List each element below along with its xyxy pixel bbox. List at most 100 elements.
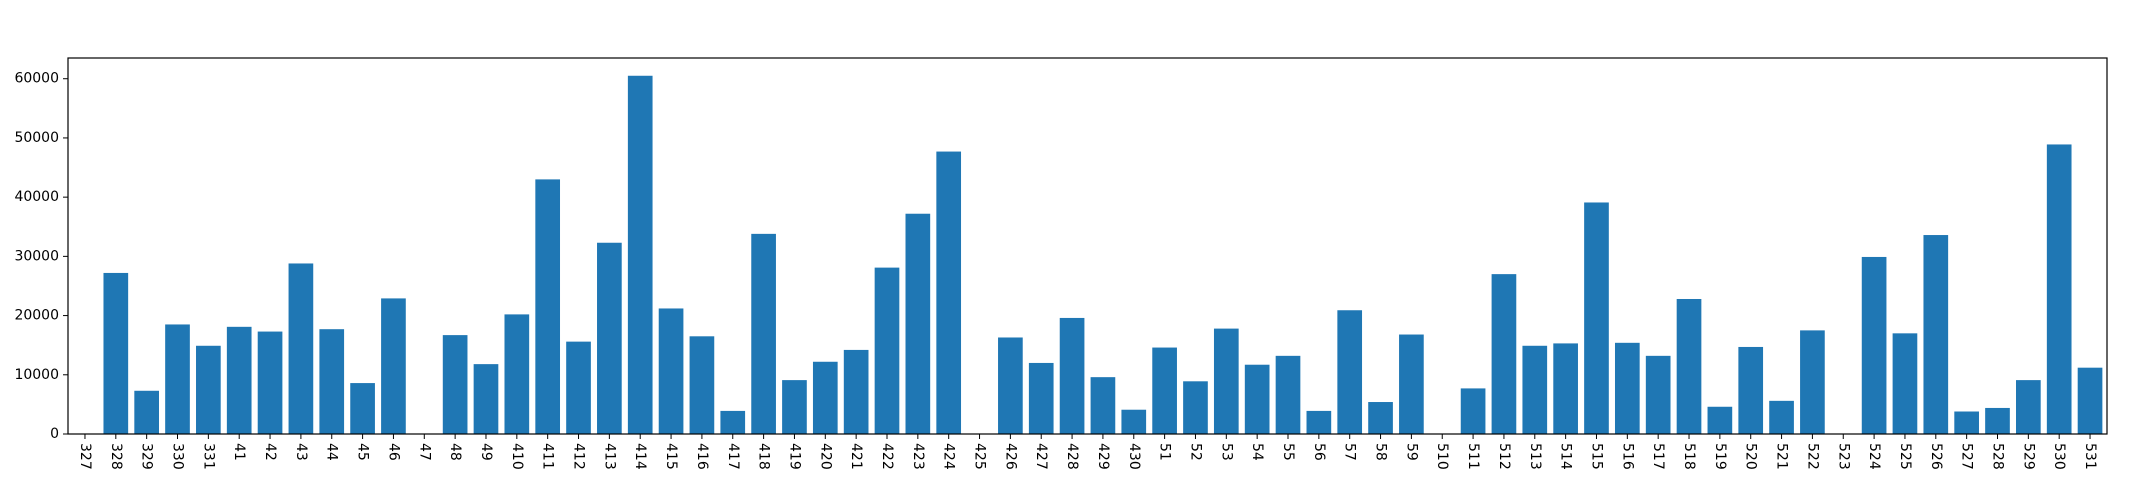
bar-56 bbox=[1306, 410, 1332, 434]
bar-410 bbox=[504, 314, 530, 434]
x-tick-label: 51 bbox=[1157, 443, 1173, 461]
bar-43 bbox=[288, 263, 314, 434]
bar-428 bbox=[1059, 317, 1085, 434]
x-tick-label: 512 bbox=[1496, 443, 1512, 470]
x-tick-label: 49 bbox=[478, 443, 494, 461]
bar-526 bbox=[1923, 235, 1949, 434]
x-tick-label: 53 bbox=[1218, 443, 1234, 461]
x-tick-label: 47 bbox=[416, 443, 432, 461]
x-tick-label: 531 bbox=[2082, 443, 2098, 470]
bar-331 bbox=[196, 345, 221, 434]
bar-44 bbox=[319, 329, 345, 434]
bar-421 bbox=[843, 349, 869, 434]
bar-427 bbox=[1028, 362, 1054, 434]
x-tick-label: 55 bbox=[1280, 443, 1296, 461]
x-tick-label: 510 bbox=[1434, 443, 1450, 470]
x-tick-label: 58 bbox=[1373, 443, 1389, 461]
bar-418 bbox=[751, 233, 776, 434]
x-tick-label: 410 bbox=[509, 443, 525, 470]
x-tick-label: 415 bbox=[663, 443, 679, 470]
x-tick-label: 517 bbox=[1650, 443, 1666, 470]
x-tick-label: 421 bbox=[848, 443, 864, 470]
x-tick-label: 48 bbox=[447, 443, 463, 461]
y-axis: 0 10000 20000 30000 40000 50000 60000 bbox=[14, 71, 68, 442]
x-tick-label: 45 bbox=[355, 443, 371, 461]
x-tick-label: 57 bbox=[1342, 443, 1358, 461]
bar-524 bbox=[1861, 256, 1887, 434]
x-tick-label: 42 bbox=[262, 443, 278, 461]
bar-411 bbox=[535, 179, 561, 434]
bar-415 bbox=[658, 308, 684, 434]
y-tick-label: 30000 bbox=[14, 248, 59, 264]
bar-519 bbox=[1707, 406, 1733, 434]
bar-46 bbox=[381, 298, 406, 434]
x-tick-label: 412 bbox=[571, 443, 587, 470]
x-tick-label: 419 bbox=[786, 443, 802, 470]
plot-frame bbox=[67, 57, 2108, 435]
x-tick-label: 46 bbox=[385, 443, 401, 461]
x-tick-label: 530 bbox=[2051, 443, 2067, 470]
bar-329 bbox=[134, 390, 159, 434]
bar-515 bbox=[1584, 202, 1609, 434]
x-tick-label: 425 bbox=[972, 443, 988, 470]
y-tick-label: 20000 bbox=[14, 308, 59, 324]
x-tick-label: 413 bbox=[601, 443, 617, 470]
x-tick-label: 52 bbox=[1187, 443, 1203, 461]
bar-521 bbox=[1769, 400, 1794, 434]
x-tick-label: 54 bbox=[1249, 443, 1265, 461]
bar-49 bbox=[473, 364, 499, 434]
x-tick-label: 418 bbox=[756, 443, 772, 470]
x-tick-label: 44 bbox=[324, 443, 340, 461]
bar-514 bbox=[1553, 343, 1578, 434]
bar-45 bbox=[350, 383, 375, 434]
bar-413 bbox=[597, 242, 622, 434]
bar-512 bbox=[1491, 274, 1517, 434]
bar-527 bbox=[1954, 411, 1979, 434]
x-tick-label: 513 bbox=[1527, 443, 1543, 470]
bar-422 bbox=[874, 267, 900, 434]
bar-426 bbox=[998, 337, 1023, 434]
bar-330 bbox=[165, 324, 190, 434]
x-tick-label: 331 bbox=[200, 443, 216, 470]
bar-57 bbox=[1337, 310, 1363, 434]
x-tick-label: 429 bbox=[1095, 443, 1111, 470]
bar-416 bbox=[689, 336, 715, 434]
bar-424 bbox=[936, 151, 962, 434]
x-tick-label: 521 bbox=[1774, 443, 1790, 470]
bar-513 bbox=[1522, 345, 1548, 434]
bar-430 bbox=[1121, 409, 1147, 434]
x-tick-label: 424 bbox=[941, 443, 957, 470]
x-tick-label: 422 bbox=[879, 443, 895, 470]
bar-529 bbox=[2016, 380, 2041, 434]
x-tick-label: 430 bbox=[1126, 443, 1142, 470]
x-tick-label: 516 bbox=[1619, 443, 1635, 470]
x-tick-label: 43 bbox=[293, 443, 309, 461]
x-tick-label: 527 bbox=[1959, 443, 1975, 470]
bar-48 bbox=[442, 335, 468, 434]
bar-55 bbox=[1275, 355, 1301, 434]
bar-53 bbox=[1213, 328, 1239, 434]
x-tick-label: 524 bbox=[1866, 443, 1882, 470]
bar-419 bbox=[782, 380, 807, 434]
bar-528 bbox=[1985, 407, 2010, 434]
bar-58 bbox=[1368, 402, 1393, 434]
x-tick-label: 420 bbox=[817, 443, 833, 470]
bar-52 bbox=[1183, 381, 1208, 434]
x-tick-label: 526 bbox=[1928, 443, 1944, 470]
bar-420 bbox=[812, 361, 838, 434]
x-tick-label: 414 bbox=[632, 443, 648, 470]
bars-layer bbox=[103, 75, 2103, 435]
bar-525 bbox=[1892, 333, 1918, 434]
x-tick-label: 41 bbox=[231, 443, 247, 461]
bar-518 bbox=[1676, 298, 1702, 434]
y-tick-label: 60000 bbox=[14, 71, 59, 87]
bar-417 bbox=[720, 410, 746, 434]
x-tick-label: 525 bbox=[1897, 443, 1913, 470]
x-tick-label: 511 bbox=[1465, 443, 1481, 470]
x-tick-label: 514 bbox=[1558, 443, 1574, 470]
x-tick-label: 426 bbox=[1002, 443, 1018, 470]
x-tick-label: 522 bbox=[1804, 443, 1820, 470]
x-tick-label: 327 bbox=[77, 443, 93, 470]
